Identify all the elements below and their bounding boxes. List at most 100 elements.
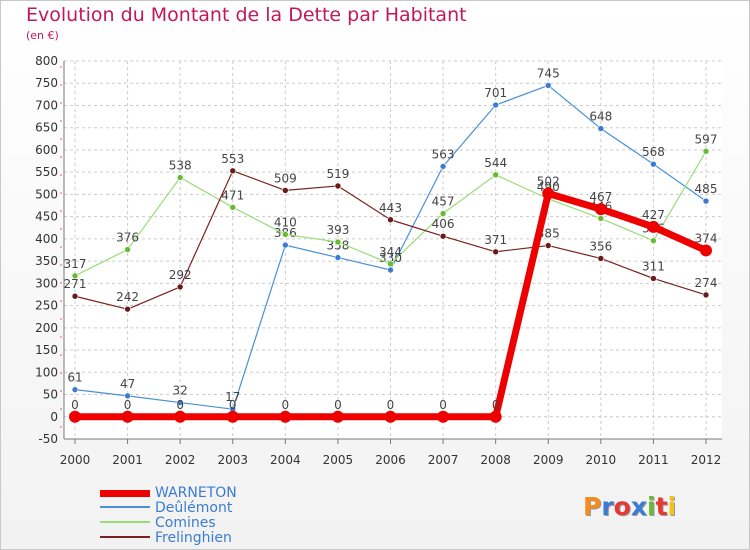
data-label: 0 xyxy=(71,398,79,412)
data-label: 563 xyxy=(432,147,455,161)
proxiti-logo: Proxiti xyxy=(583,492,676,521)
data-point xyxy=(542,187,555,200)
data-point xyxy=(650,275,657,282)
data-label: 519 xyxy=(326,167,349,181)
data-point xyxy=(229,204,237,211)
data-label: 553 xyxy=(221,152,244,166)
x-tick-label: 2009 xyxy=(533,453,564,467)
data-point xyxy=(71,386,79,393)
y-tick-label: 450 xyxy=(35,210,58,224)
data-point xyxy=(282,187,289,194)
data-point xyxy=(650,237,657,244)
x-tick-label: 2003 xyxy=(217,453,248,467)
data-point xyxy=(544,82,552,89)
data-point xyxy=(176,399,184,406)
legend-label-deulemont: Deûlémont xyxy=(155,500,233,516)
data-point xyxy=(492,171,499,179)
data-point xyxy=(439,163,447,170)
x-tick-label: 2004 xyxy=(270,453,301,467)
data-label: 271 xyxy=(64,277,87,291)
data-label: 0 xyxy=(387,398,395,412)
data-label: 344 xyxy=(379,245,402,259)
data-point xyxy=(489,410,502,423)
x-tick-label: 2000 xyxy=(60,453,91,467)
data-point xyxy=(650,160,657,168)
data-point xyxy=(282,241,289,249)
data-label: 0 xyxy=(334,398,342,412)
y-tick-label: 400 xyxy=(35,232,58,246)
legend-swatch-comines xyxy=(100,521,150,523)
data-point xyxy=(334,182,342,190)
data-label: 0 xyxy=(439,398,447,412)
data-label: 61 xyxy=(67,371,82,385)
x-tick-label: 2007 xyxy=(428,453,459,467)
y-tick-label: 700 xyxy=(35,98,58,112)
legend-label-warneton: WARNETON xyxy=(155,485,237,501)
data-point xyxy=(597,255,605,262)
data-label: 0 xyxy=(124,398,132,412)
legend-swatch-frelinghien xyxy=(100,536,150,538)
data-point xyxy=(174,410,187,423)
y-tick-label: 300 xyxy=(35,276,58,290)
data-label: 467 xyxy=(589,190,612,204)
data-label: 648 xyxy=(589,110,612,124)
x-tick-label: 2002 xyxy=(165,453,196,467)
data-label: 443 xyxy=(379,201,402,215)
data-label: 317 xyxy=(64,257,87,271)
data-point xyxy=(334,238,342,246)
data-label: 32 xyxy=(173,384,188,398)
data-point xyxy=(492,248,499,256)
data-point xyxy=(647,220,660,233)
data-label: 485 xyxy=(695,182,718,196)
data-label: 0 xyxy=(176,398,184,412)
x-tick-label: 2008 xyxy=(480,453,511,467)
data-point xyxy=(702,147,710,155)
data-label: 242 xyxy=(116,290,139,304)
data-point xyxy=(226,410,239,423)
data-label: 471 xyxy=(221,188,244,202)
data-point xyxy=(387,216,394,224)
y-tick-label: 500 xyxy=(35,187,58,201)
x-tick-label: 2005 xyxy=(323,453,354,467)
data-label: 538 xyxy=(169,159,192,173)
y-tick-label: 800 xyxy=(35,54,58,68)
y-tick-label: 50 xyxy=(43,388,58,402)
data-label: 356 xyxy=(589,239,612,253)
y-tick-label: 150 xyxy=(35,343,58,357)
data-point xyxy=(597,215,605,222)
x-tick-label: 2011 xyxy=(638,453,669,467)
data-label: 745 xyxy=(537,66,560,80)
logo-letter: i xyxy=(667,492,677,521)
data-label: 0 xyxy=(229,398,237,412)
data-point xyxy=(439,210,447,217)
y-tick-label: -50 xyxy=(38,432,58,446)
data-point xyxy=(121,410,134,423)
data-point xyxy=(700,244,712,257)
data-label: 509 xyxy=(274,171,297,185)
data-point xyxy=(282,231,289,238)
y-tick-label: 750 xyxy=(35,76,58,90)
data-label: 17 xyxy=(225,390,240,404)
data-point xyxy=(279,410,292,423)
data-label: 701 xyxy=(484,86,507,100)
y-tick-label: 250 xyxy=(35,299,58,313)
data-label: 376 xyxy=(116,231,139,245)
x-tick-label: 2006 xyxy=(375,453,406,467)
legend-label-frelinghien: Frelinghien xyxy=(155,530,232,546)
legend-swatch-warneton xyxy=(100,490,150,497)
plot-area xyxy=(64,61,722,439)
chart-unit: (en €) xyxy=(26,29,59,42)
logo-letter: i xyxy=(647,492,656,521)
data-label: 544 xyxy=(484,156,507,170)
x-tick-label: 2012 xyxy=(691,453,722,467)
data-label: 371 xyxy=(484,233,507,247)
data-point xyxy=(437,410,450,423)
data-point xyxy=(597,125,605,132)
logo-letter: r xyxy=(601,492,614,521)
data-point xyxy=(702,197,710,205)
y-tick-label: 550 xyxy=(35,165,58,179)
data-point xyxy=(69,410,81,423)
y-tick-label: 350 xyxy=(35,254,58,268)
data-point xyxy=(594,203,607,216)
y-tick-label: 200 xyxy=(35,321,58,335)
